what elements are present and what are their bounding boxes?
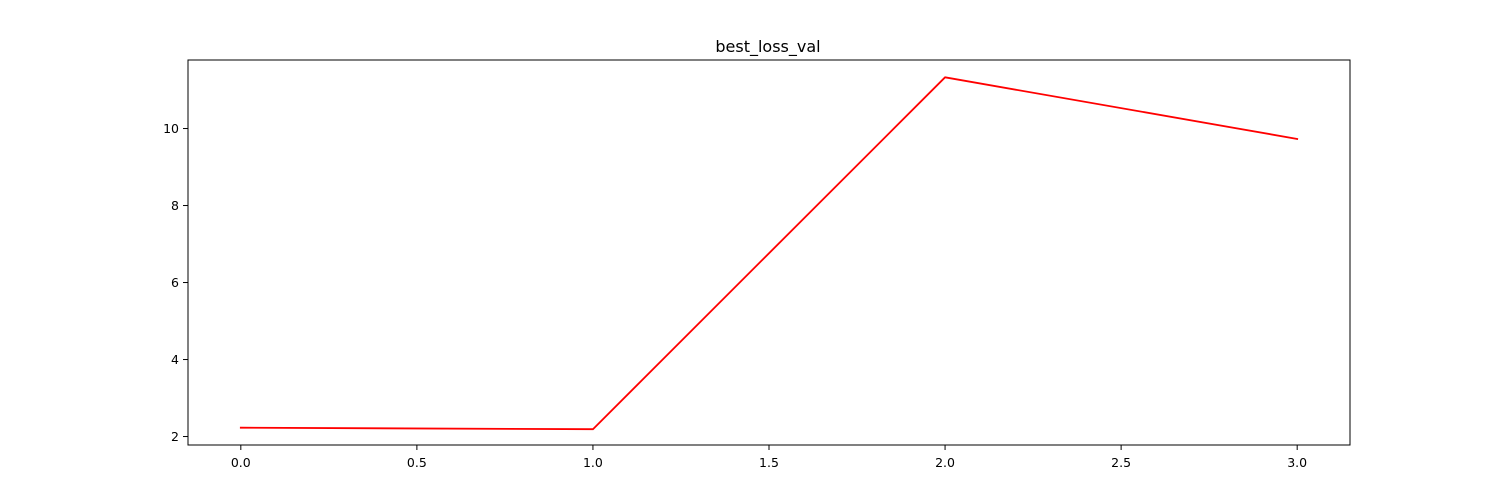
plot-area: 0.0 0.5 1.0 1.5 2.0 2.5 3.0 2 4 6 8 10 — [163, 59, 1351, 470]
y-tick-label-4: 10 — [163, 121, 179, 136]
y-tick-label-1: 4 — [171, 352, 179, 367]
x-tick-label-5: 2.5 — [1111, 455, 1131, 470]
x-tick-label-0: 0.0 — [231, 455, 251, 470]
y-tick-label-3: 8 — [171, 198, 179, 213]
x-tick-label-4: 2.0 — [935, 455, 955, 470]
x-tick-label-2: 1.0 — [583, 455, 603, 470]
x-tick-label-3: 1.5 — [759, 455, 779, 470]
y-tick-label-2: 6 — [171, 275, 179, 290]
y-tick-label-0: 2 — [171, 429, 179, 444]
x-tick-label-6: 3.0 — [1287, 455, 1307, 470]
chart-title: best_loss_val — [715, 37, 820, 57]
x-tick-label-1: 0.5 — [407, 455, 427, 470]
series-line-0 — [239, 76, 1299, 431]
